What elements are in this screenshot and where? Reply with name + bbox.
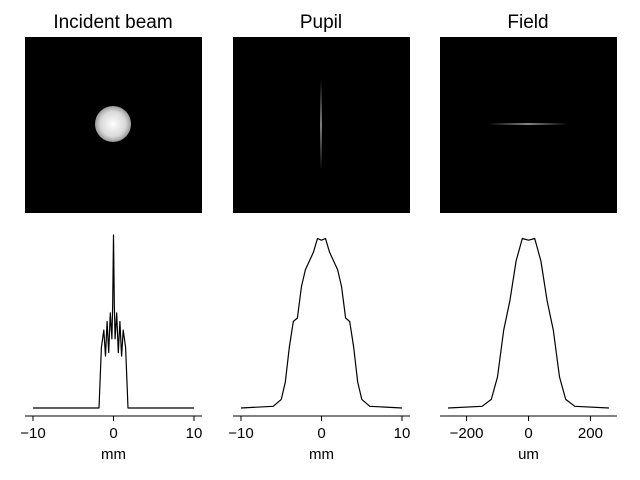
image-field [440,37,617,213]
x-tick-label: 10 [186,425,203,442]
profile-line [447,237,610,409]
profile-line [240,237,403,409]
x-tick-label: −10 [228,425,253,442]
profile-line [33,234,194,409]
panel-title-incident: Incident beam [53,12,172,33]
x-tick-label: 10 [394,425,411,442]
pupil-line [320,80,322,170]
panel-title-pupil: Pupil [300,12,342,33]
x-tick-label: 200 [578,425,603,442]
profile-plot-incident: −10 0 10 mm [20,234,203,463]
x-axis-label: mm [101,446,126,463]
x-axis-label: um [518,446,539,463]
x-tick-label: 0 [109,425,117,442]
image-incident-beam [25,37,202,213]
panel-title-field: Field [507,12,548,33]
profile-plot-pupil: −10 0 10 mm [228,237,411,463]
image-pupil [233,37,410,213]
x-axis-label: mm [309,446,334,463]
beam-disk [95,106,131,142]
x-tick-label: 0 [524,425,532,442]
x-tick-label: −200 [450,425,484,442]
profile-plot-field: −200 0 200 um [440,237,617,463]
x-tick-label: −10 [20,425,45,442]
x-tick-label: 0 [317,425,325,442]
field-line [488,123,568,125]
